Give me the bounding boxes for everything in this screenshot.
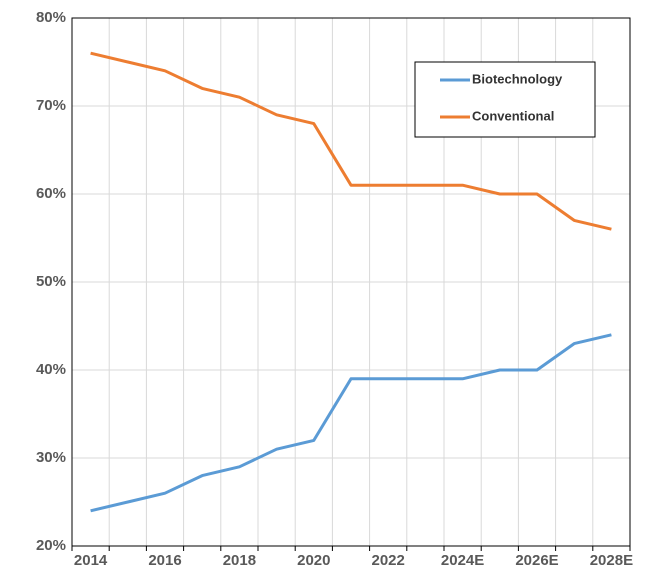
series-line — [90, 333, 612, 513]
legend-label: Conventional — [472, 108, 554, 123]
x-tick-label: 2018 — [223, 552, 256, 569]
x-tick-label: 2016 — [148, 552, 181, 569]
legend-box — [414, 61, 596, 138]
y-tick-label: 20% — [36, 537, 66, 554]
y-tick-label: 50% — [36, 273, 66, 290]
legend-label: Biotechnology — [472, 71, 563, 86]
x-tick-label: 2022 — [372, 552, 405, 569]
y-tick-label: 60% — [36, 185, 66, 202]
x-tick-label: 2026E — [515, 552, 558, 569]
series-line — [90, 51, 612, 231]
y-tick-label: 30% — [36, 449, 66, 466]
legend: Biotechnology Conventional — [414, 61, 596, 138]
y-tick-label: 40% — [36, 361, 66, 378]
y-tick-label: 80% — [36, 9, 66, 26]
x-tick-label: 2014 — [74, 552, 108, 569]
x-tick-label: 2024E — [441, 552, 484, 569]
plot-frame — [71, 17, 631, 547]
x-tick-label: 2028E — [590, 552, 633, 569]
y-tick-label: 70% — [36, 97, 66, 114]
x-tick-label: 2020 — [297, 552, 330, 569]
